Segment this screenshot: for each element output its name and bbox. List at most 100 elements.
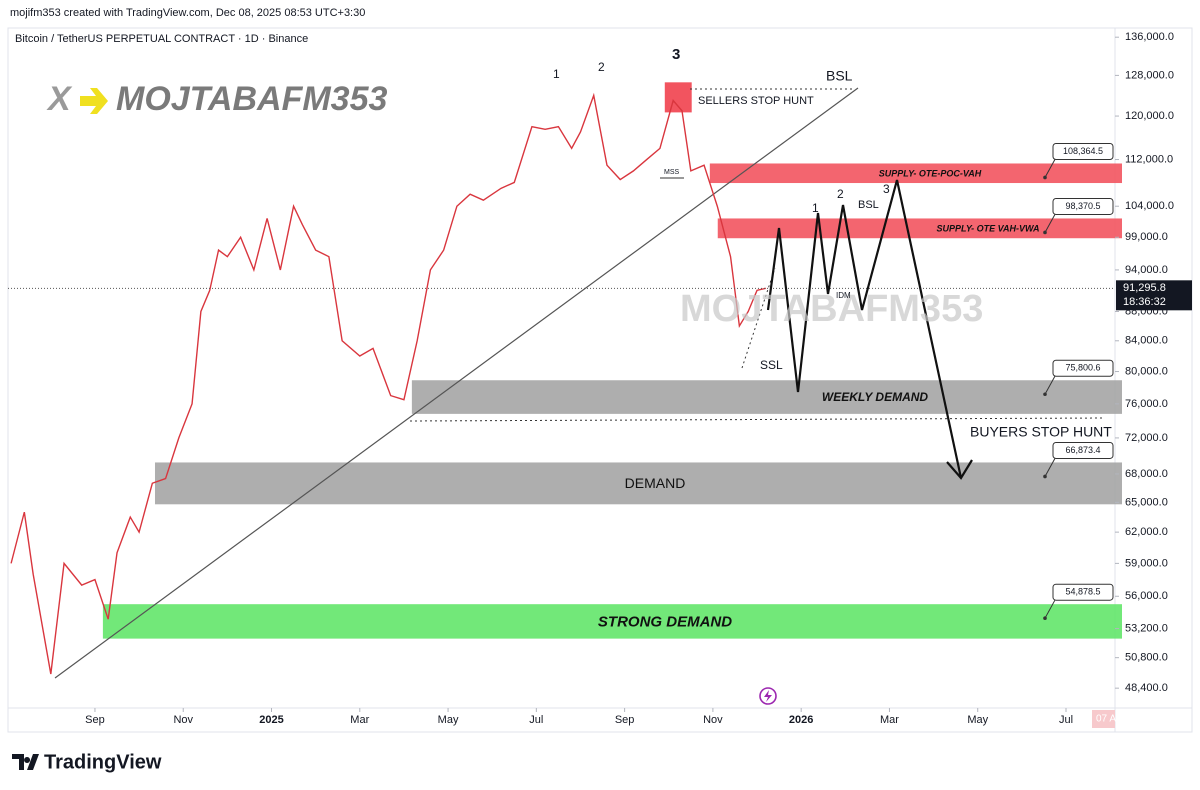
y-tick-label: 62,000.0	[1125, 526, 1168, 538]
wave-label: 1	[553, 67, 560, 81]
zone-label: STRONG DEMAND	[598, 613, 732, 630]
sellers-stop-hunt: SELLERS STOP HUNT	[698, 95, 814, 107]
zone	[102, 604, 1123, 639]
idm-label: IDM	[836, 291, 851, 300]
buyers-line	[409, 417, 1106, 422]
tag-box	[1052, 197, 1114, 215]
zone-label: WEEKLY DEMAND	[822, 390, 929, 404]
x-tick-label: Nov	[703, 714, 723, 726]
projection-label: 1	[812, 201, 819, 215]
wave-label: 2	[598, 60, 605, 74]
logo-mark	[12, 754, 39, 770]
zone-label: SUPPLY- OTE-POC-VAH	[879, 169, 982, 179]
y-tick-label: 56,000.0	[1125, 590, 1168, 602]
tag-leader	[1044, 597, 1057, 619]
tag-box	[1052, 359, 1114, 377]
wave-label: 3	[672, 46, 680, 63]
mss-label: MSS	[664, 169, 680, 176]
zones: SUPPLY- OTE-POC-VAH 108,364.5 SUPPLY- OTE …	[102, 82, 1123, 639]
header: mojifm353 created with TradingView.com, …	[10, 7, 365, 19]
trend-line	[54, 87, 859, 679]
y-tick-label: 48,400.0	[1125, 682, 1168, 694]
footer-brand: TradingView	[44, 751, 162, 773]
last-price-box	[1116, 280, 1192, 311]
x-tick-label: Nov	[173, 714, 193, 726]
tag-label: 54,878.5	[1065, 587, 1100, 597]
zone	[411, 380, 1122, 414]
x-tick-label: Sep	[615, 714, 635, 726]
tag-label: 108,364.5	[1063, 146, 1103, 156]
tag-dot	[1043, 175, 1047, 180]
y-tick-label: 68,000.0	[1125, 468, 1168, 480]
footer-logo	[12, 754, 39, 770]
tag-dot	[1043, 392, 1047, 397]
y-tick-label: 76,000.0	[1125, 398, 1168, 410]
stop-hunt-box	[664, 82, 692, 113]
y-tick-label: 136,000.0	[1125, 31, 1174, 43]
date-tag-box	[1092, 710, 1115, 728]
x-tick-label: May	[438, 714, 459, 726]
buyers-stop-hunt: BUYERS STOP HUNT	[970, 424, 1112, 440]
y-tick-label: 99,000.0	[1125, 231, 1168, 243]
projection-label: 3	[883, 182, 890, 196]
y-tick-label: 84,000.0	[1125, 335, 1168, 347]
ssl-label: SSL	[760, 358, 783, 372]
countdown: 18:36:32	[1123, 296, 1166, 308]
tag-dot	[1043, 474, 1047, 479]
bsl-label: BSL	[826, 68, 853, 84]
tag-leader	[1044, 212, 1057, 233]
projection-arrowhead	[946, 459, 973, 480]
zone	[709, 163, 1122, 184]
date-tag: 07 Au	[1096, 714, 1122, 725]
y-tick-label: 104,000.0	[1125, 200, 1174, 212]
zone	[154, 462, 1122, 505]
tag-leader	[1044, 157, 1057, 178]
y-tick-label: 72,000.0	[1125, 432, 1168, 444]
watermark: MOJTABAFM353	[116, 80, 387, 118]
zone-label: SUPPLY- OTE VAH-VWA	[936, 224, 1039, 234]
y-tick-label: 59,000.0	[1125, 557, 1168, 569]
tag-leader	[1044, 456, 1057, 477]
tag-box	[1052, 142, 1114, 160]
watermark-arrow	[80, 88, 108, 114]
tag-dot	[1043, 616, 1047, 620]
event-icon[interactable]	[759, 687, 777, 705]
y-tick-label: 112,000.0	[1125, 153, 1173, 165]
watermark-center: MOJTABAFM353	[680, 288, 983, 330]
x-tick-label: Mar	[880, 714, 899, 726]
tag-box	[1052, 583, 1114, 601]
tag-dot	[1043, 230, 1047, 235]
tag-label: 75,800.6	[1065, 363, 1100, 373]
price-line	[10, 92, 767, 675]
x-tick-label: Sep	[85, 714, 105, 726]
y-tick-label: 50,800.0	[1125, 652, 1168, 664]
projection-bsl: BSL	[858, 199, 879, 211]
x-tick-label: 2026	[789, 714, 813, 726]
x-tick-label: May	[967, 714, 988, 726]
last-price-label: 91,295.8	[1123, 282, 1166, 294]
frame	[7, 27, 1193, 733]
y-tick-label: 80,000.0	[1125, 365, 1168, 377]
projection-path	[766, 179, 963, 479]
x-tick-label: Jul	[1059, 714, 1073, 726]
y-tick-label: 65,000.0	[1125, 496, 1168, 508]
chart-title: Bitcoin / TetherUS PERPETUAL CONTRACT · …	[15, 33, 308, 45]
tag-label: 98,370.5	[1065, 201, 1100, 211]
tag-box	[1052, 441, 1114, 459]
y-tick-label: 94,000.0	[1125, 264, 1168, 276]
price-layer	[8, 92, 1115, 675]
watermark-prefix: X	[46, 80, 73, 118]
y-tick-label: 53,200.0	[1125, 622, 1168, 634]
x-tick-label: Mar	[350, 714, 369, 726]
zone-label: DEMAND	[625, 475, 686, 491]
x-tick-label: 2025	[259, 714, 283, 726]
y-tick-label: 120,000.0	[1125, 110, 1174, 122]
tag-label: 66,873.4	[1065, 445, 1100, 455]
x-tick-label: Jul	[529, 714, 543, 726]
projection-label: 2	[837, 187, 844, 201]
y-tick-label: 128,000.0	[1125, 69, 1174, 81]
event-icon-bolt	[764, 690, 772, 702]
tag-leader	[1044, 374, 1057, 395]
